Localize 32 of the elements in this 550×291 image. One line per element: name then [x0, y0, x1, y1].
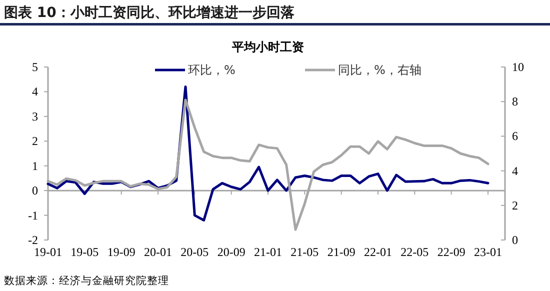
y-tick-label: 1	[32, 158, 38, 173]
x-tick-label: 22-05	[400, 245, 429, 259]
y2-tick-label: 0	[512, 233, 518, 247]
x-tick-label: 21-01	[254, 245, 282, 259]
y2-tick-label: 6	[512, 129, 518, 144]
y2-tick-label: 10	[512, 60, 524, 74]
legend-label: 同比，%，右轴	[338, 63, 422, 77]
y-tick-label: 3	[32, 109, 38, 124]
x-tick-label: 20-09	[217, 245, 246, 259]
x-tick-label: 21-05	[290, 245, 319, 259]
chart-subtitle: 平均小时工资	[231, 40, 304, 54]
x-tick-label: 21-09	[327, 245, 356, 259]
chart-title: 图表 10：小时工资同比、环比增速进一步回落	[4, 5, 296, 21]
y2-tick-label: 8	[512, 94, 518, 109]
x-tick-label: 22-09	[437, 245, 466, 259]
y-tick-label: 5	[32, 60, 38, 74]
y2-tick-label: 2	[512, 198, 518, 212]
x-tick-label: 23-01	[474, 245, 502, 259]
x-tick-label: 19-05	[70, 245, 99, 259]
x-tick-label: 19-09	[107, 245, 136, 259]
x-tick-label: 20-01	[144, 245, 172, 259]
y-tick-label: 0	[32, 184, 38, 198]
y-tick-label: 2	[32, 134, 38, 148]
y-tick-label: 4	[32, 84, 38, 99]
x-tick-label: 19-01	[34, 245, 62, 259]
x-tick-label: 22-01	[364, 245, 392, 259]
legend-label: 环比，%	[188, 63, 236, 77]
y-tick-label: -2	[28, 233, 38, 247]
y2-tick-label: 4	[512, 164, 518, 178]
x-tick-label: 20-05	[180, 245, 209, 259]
source-note: 数据来源：经济与金融研究院整理	[4, 274, 169, 287]
y-tick-label: -1	[28, 208, 38, 222]
